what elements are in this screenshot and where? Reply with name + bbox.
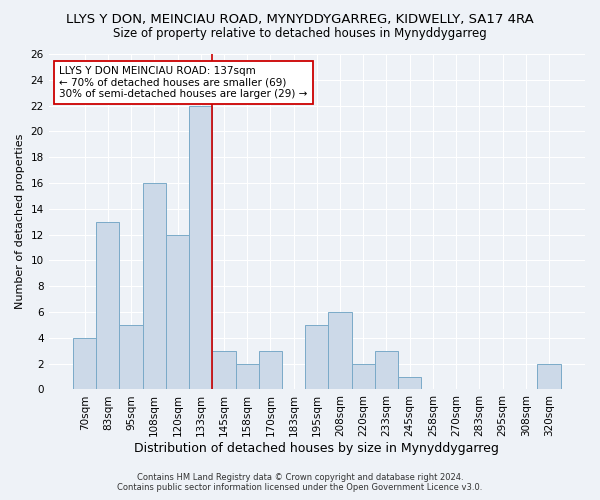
Bar [119, 325, 143, 390]
Text: LLYS Y DON, MEINCIAU ROAD, MYNYDDYGARREG, KIDWELLY, SA17 4RA: LLYS Y DON, MEINCIAU ROAD, MYNYDDYGARREG… [66, 12, 534, 26]
Text: Size of property relative to detached houses in Mynyddygarreg: Size of property relative to detached ho… [113, 28, 487, 40]
X-axis label: Distribution of detached houses by size in Mynyddygarreg: Distribution of detached houses by size … [134, 442, 499, 455]
Bar [189, 106, 212, 390]
Bar [166, 234, 189, 390]
Bar [96, 222, 119, 390]
Bar [236, 364, 259, 390]
Bar [375, 351, 398, 390]
Bar [259, 351, 282, 390]
Y-axis label: Number of detached properties: Number of detached properties [15, 134, 25, 310]
Bar [73, 338, 96, 390]
Bar [305, 325, 328, 390]
Bar [143, 183, 166, 390]
Text: Contains HM Land Registry data © Crown copyright and database right 2024.
Contai: Contains HM Land Registry data © Crown c… [118, 473, 482, 492]
Text: LLYS Y DON MEINCIAU ROAD: 137sqm
← 70% of detached houses are smaller (69)
30% o: LLYS Y DON MEINCIAU ROAD: 137sqm ← 70% o… [59, 66, 308, 99]
Bar [352, 364, 375, 390]
Bar [538, 364, 560, 390]
Bar [328, 312, 352, 390]
Bar [398, 376, 421, 390]
Bar [212, 351, 236, 390]
